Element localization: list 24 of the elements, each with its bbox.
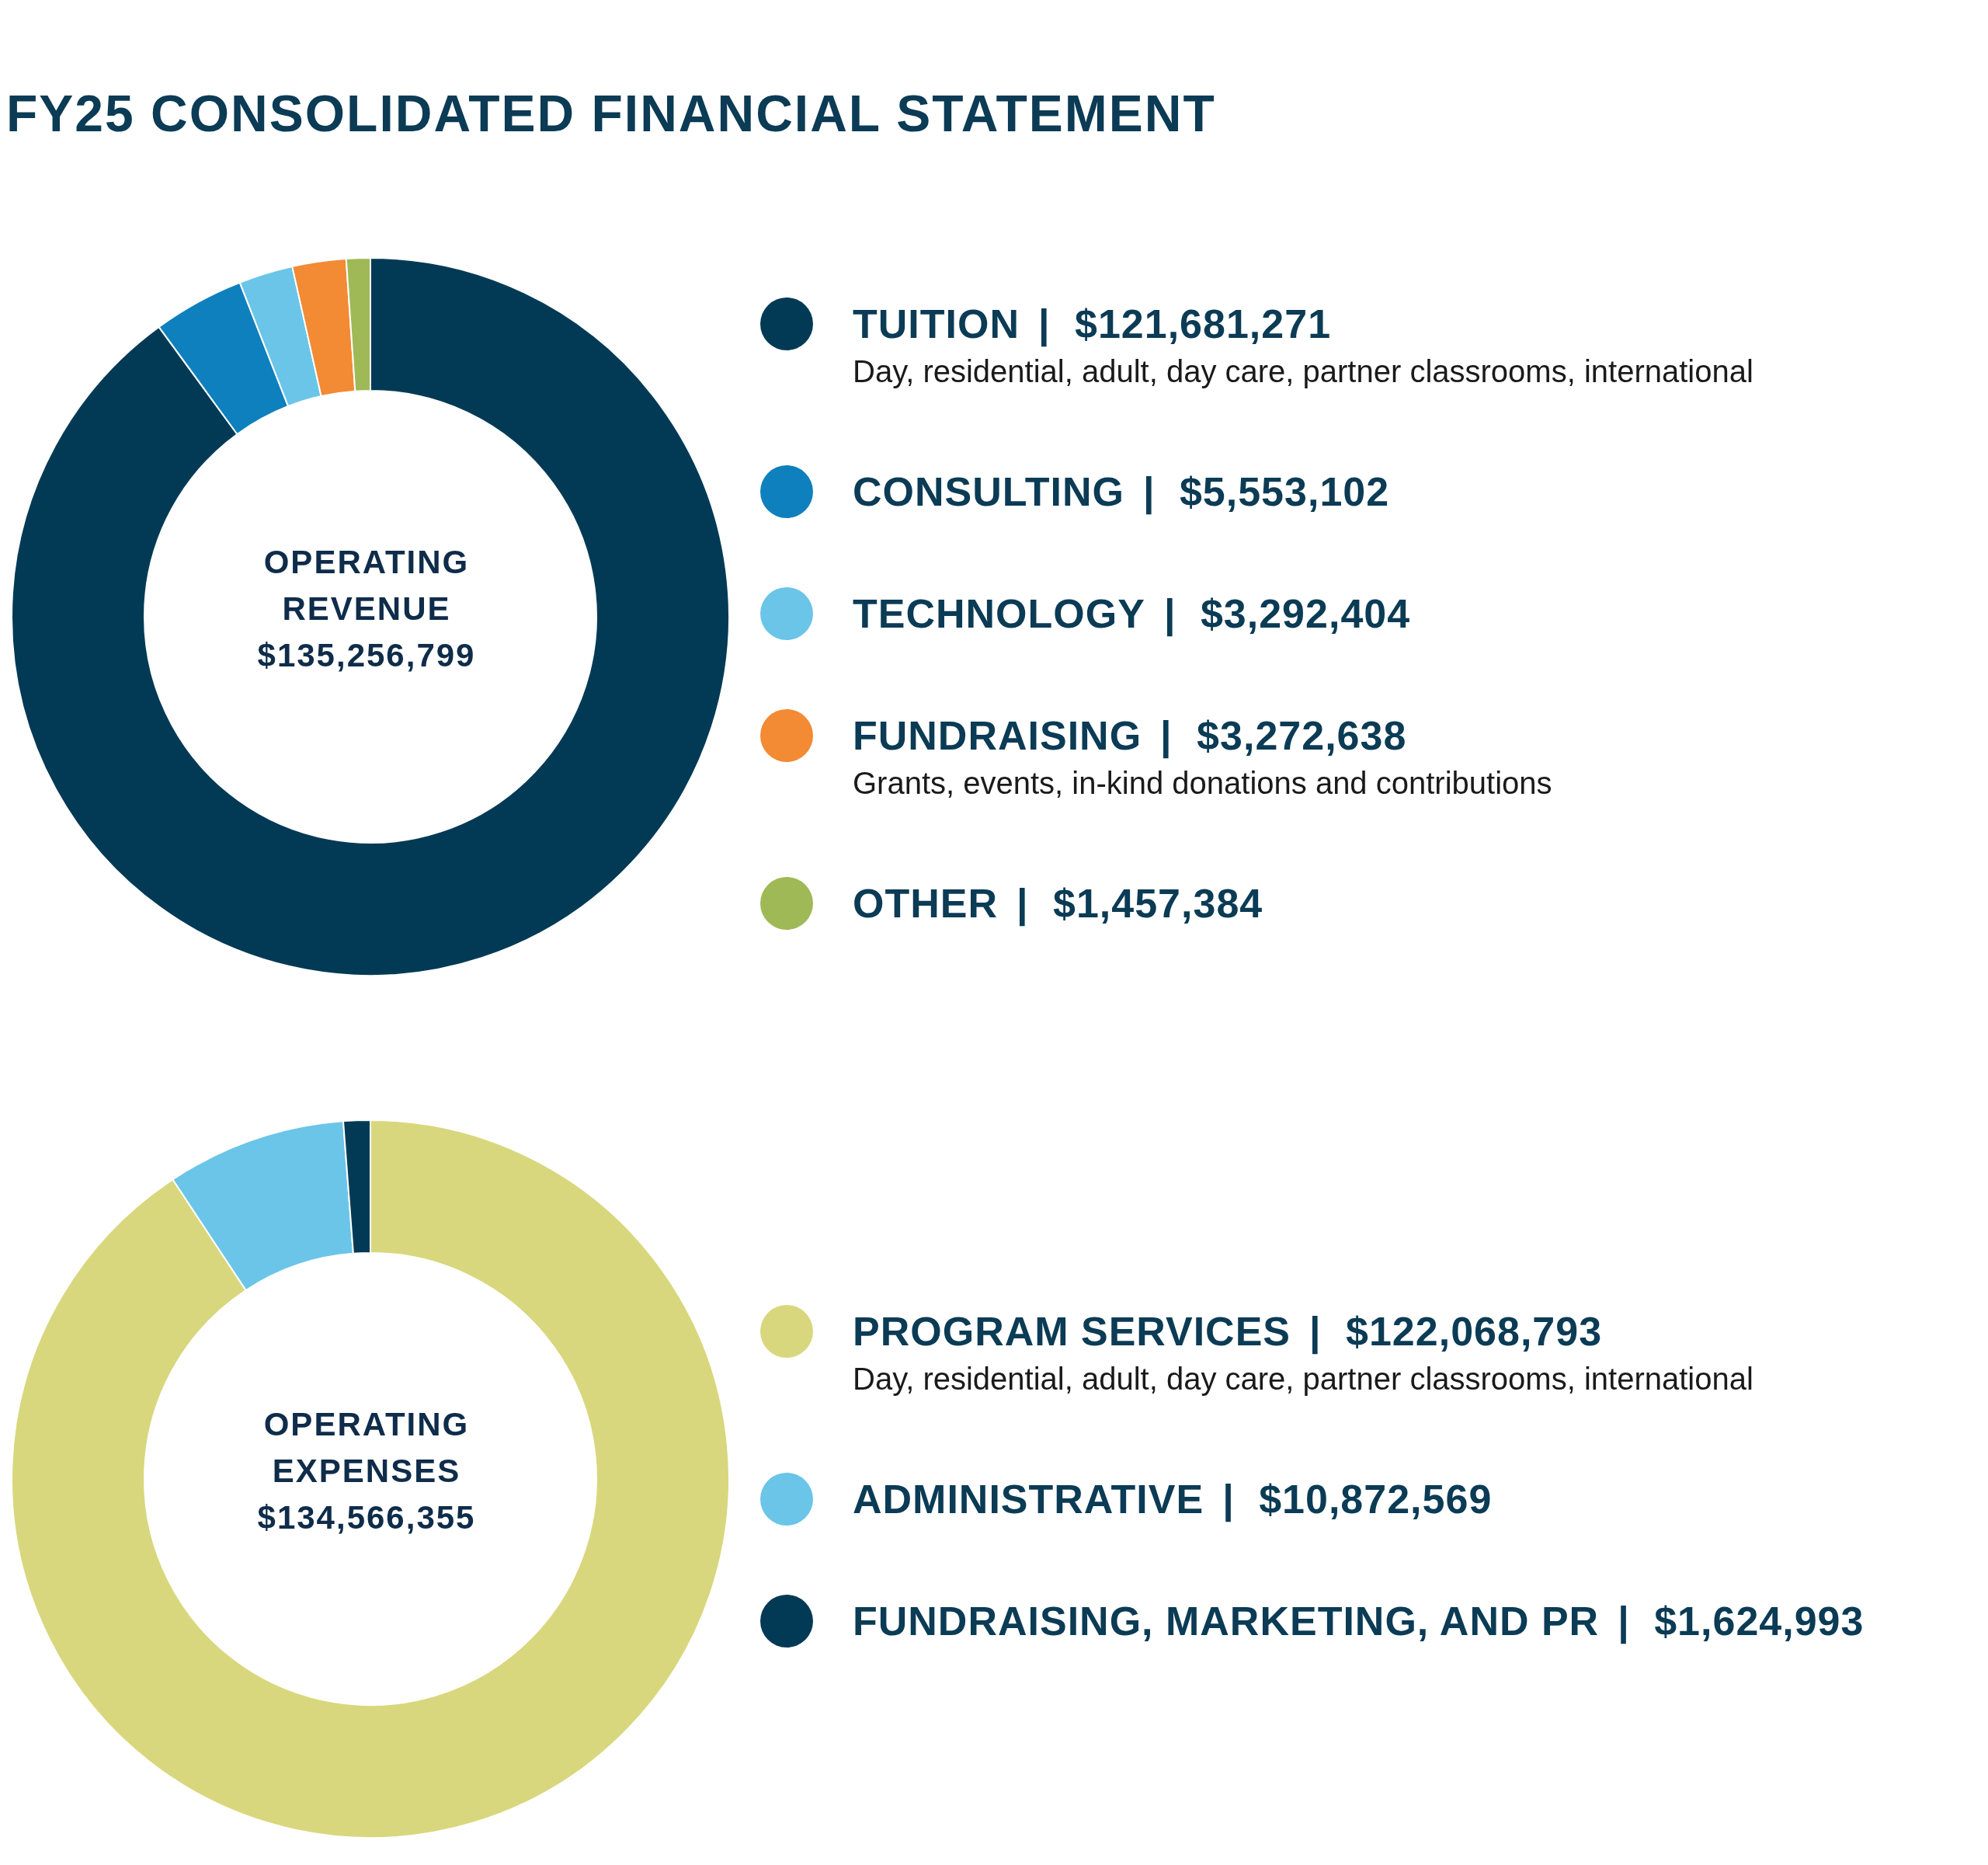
- data-label: | $3,292,404: [1163, 591, 1411, 636]
- data-label: | $3,272,638: [1160, 713, 1407, 758]
- legend-label: OTHER: [853, 881, 998, 926]
- data-label: | $1,624,993: [1618, 1598, 1865, 1644]
- legend-label: FUNDRAISING: [853, 713, 1142, 758]
- data-label: | $5,553,102: [1142, 469, 1390, 514]
- data-label: | $1,457,384: [1017, 881, 1263, 926]
- text: $135,256,799: [256, 636, 477, 675]
- text: OPERATING REVENUE: [262, 543, 471, 628]
- legend-label: FUNDRAISING, MARKETING, AND PR: [853, 1598, 1600, 1644]
- legend-label: PROGRAM SERVICES: [853, 1308, 1291, 1354]
- text: Grants, events, in-kind donations and contributions: [853, 766, 1552, 800]
- data-label: | $122,068,793: [1309, 1308, 1603, 1354]
- legend-label: ADMINISTRATIVE: [853, 1476, 1204, 1522]
- text: $134,566,355: [256, 1498, 477, 1537]
- legend-label: CONSULTING: [853, 469, 1124, 514]
- chart-title: FY25 CONSOLIDATED FINANCIAL STATEMENT: [6, 84, 1217, 144]
- text: Day, residential, adult, day care, partner classrooms, international: [853, 1361, 1753, 1396]
- text: OPERATING EXPENSES: [262, 1405, 471, 1491]
- text: Day, residential, adult, day care, partner classrooms, international: [853, 354, 1753, 388]
- data-label: | $10,872,569: [1222, 1476, 1493, 1522]
- legend-label: TECHNOLOGY: [853, 591, 1145, 636]
- data-label: | $121,681,271: [1037, 301, 1332, 346]
- legend-label: TUITION: [853, 301, 1020, 346]
